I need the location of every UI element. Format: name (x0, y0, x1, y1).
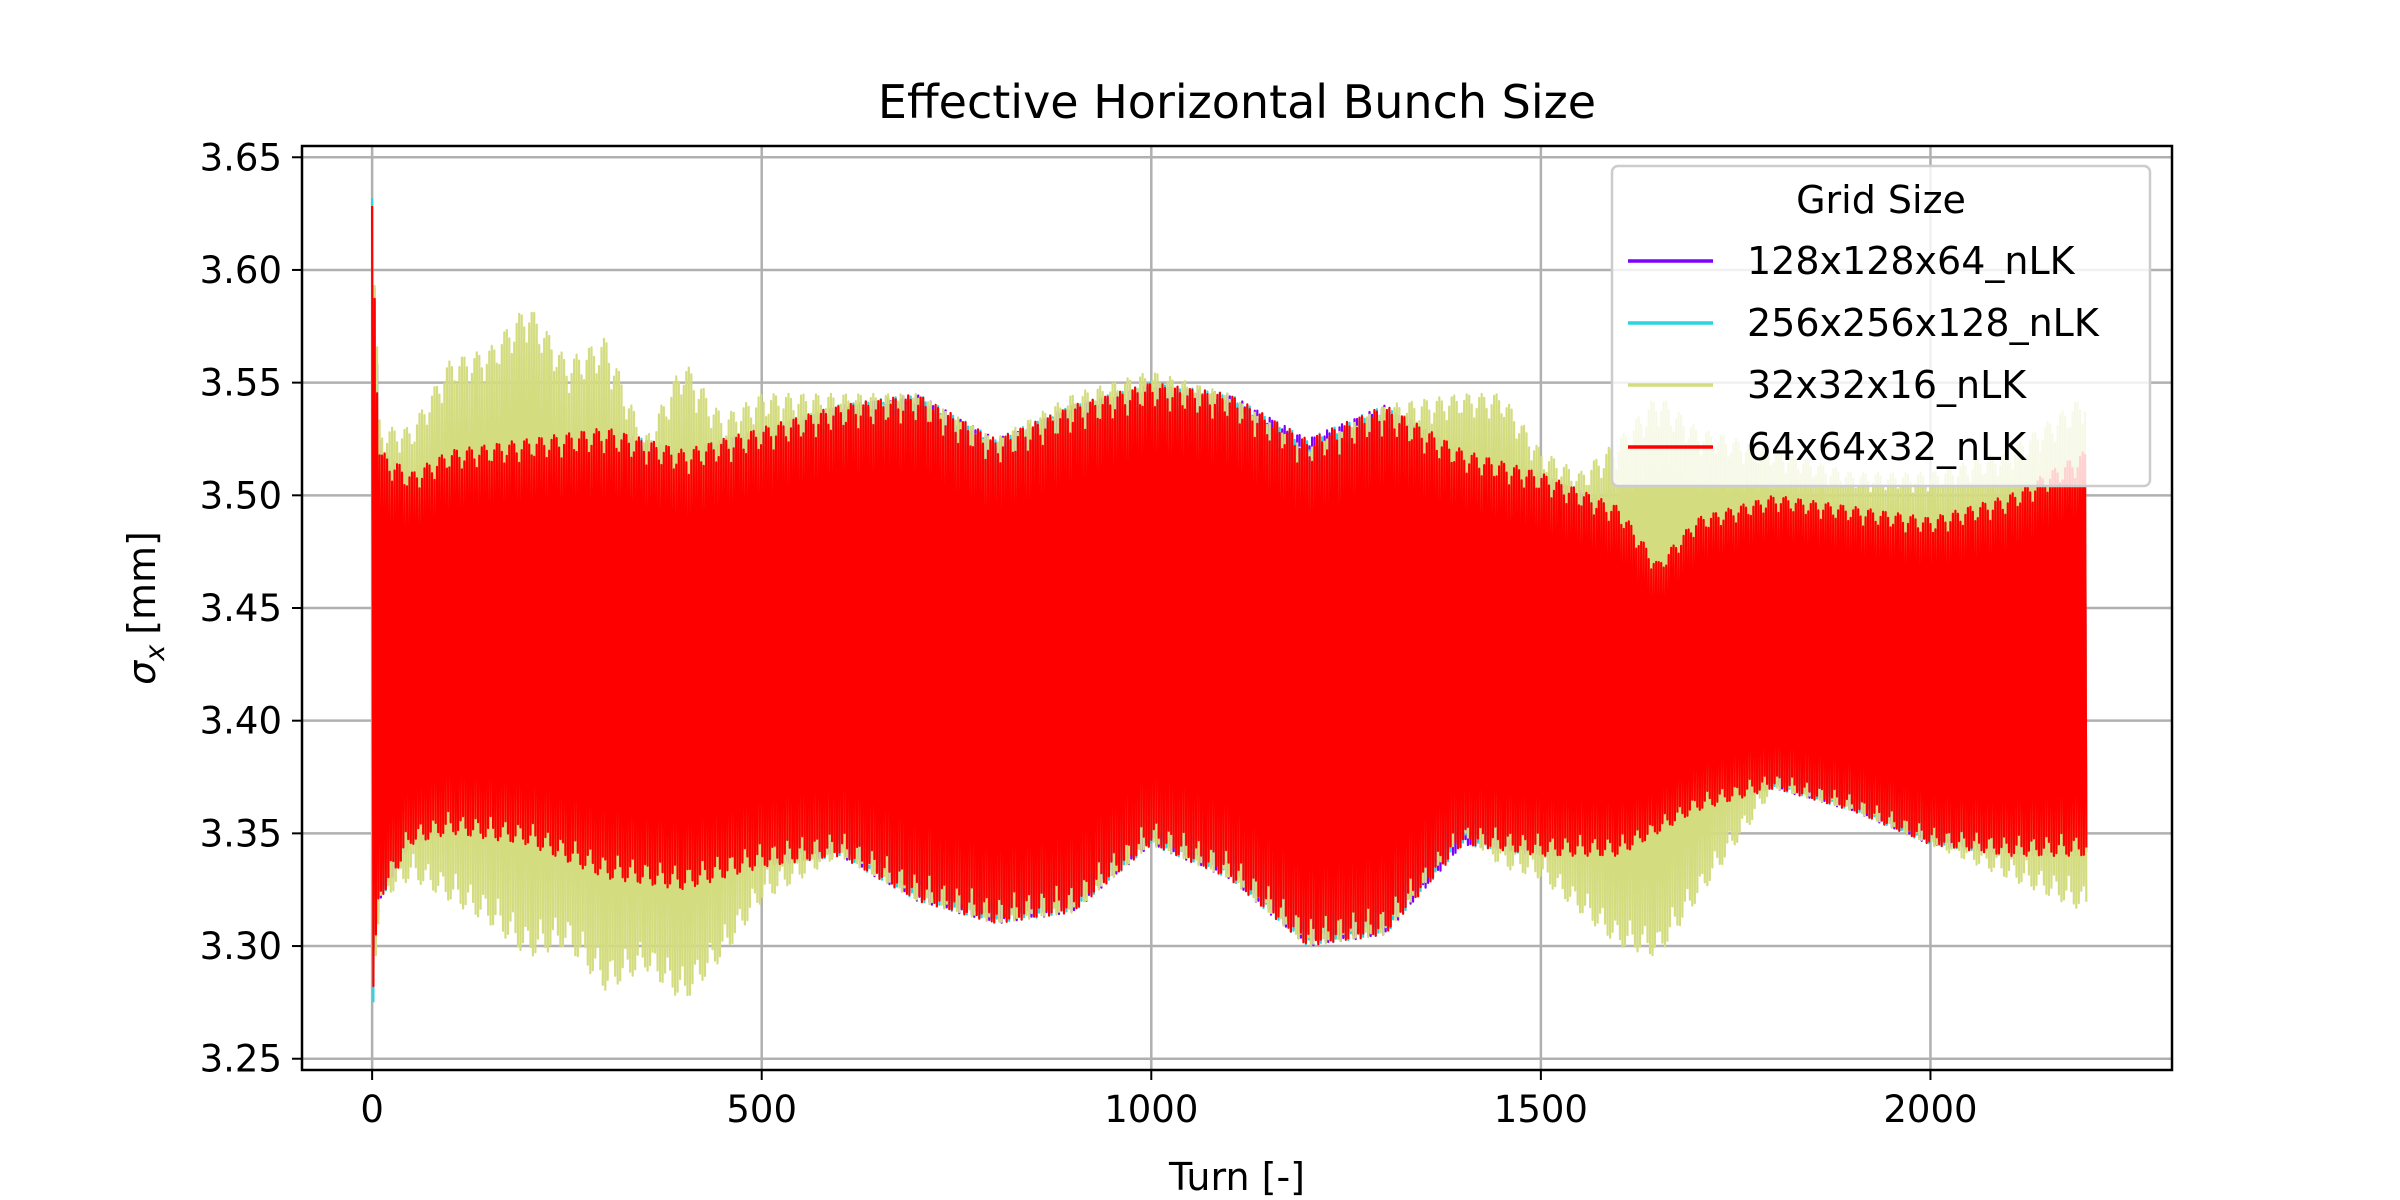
x-tick-label: 1500 (1494, 1088, 1588, 1131)
y-tick-label: 3.50 (200, 474, 282, 517)
y-tick-label: 3.35 (200, 812, 282, 855)
y-tick-label: 3.60 (200, 249, 282, 292)
y-tick-label: 3.40 (200, 700, 282, 743)
x-tick-label: 0 (360, 1088, 384, 1131)
legend-label: 128x128x64_nLK (1747, 239, 2076, 283)
legend-items: 128x128x64_nLK 256x256x128_nLK 32x32x16_nL… (1628, 239, 2100, 469)
y-tick-label: 3.45 (200, 587, 282, 630)
series-layer (371, 198, 2088, 1003)
x-tick-label: 500 (726, 1088, 797, 1131)
series-line (371, 205, 2088, 988)
series-64x64x32_nLK (371, 205, 2088, 988)
y-axis-label-unit: [mm] (120, 531, 164, 635)
x-tick-label: 1000 (1104, 1088, 1198, 1131)
legend: Grid Size 128x128x64_nLK 256x256x128_nLK 3… (1610, 164, 2152, 488)
legend-title: Grid Size (1796, 178, 1966, 222)
legend-box (1610, 164, 2152, 488)
x-axis-ticks: 0 500 1000 1500 2000 (360, 1070, 1978, 1131)
y-tick-label: 3.65 (200, 136, 282, 179)
y-tick-label: 3.55 (200, 362, 282, 405)
x-axis-label: Turn [-] (1168, 1155, 1305, 1199)
y-axis-label-subscript: x (140, 644, 171, 662)
y-axis-label: σx [mm] (120, 531, 171, 685)
y-axis-ticks: 3.25 3.30 3.35 3.40 3.45 3.50 3.55 3.60 3.65 (200, 136, 302, 1081)
y-tick-label: 3.30 (200, 925, 282, 968)
chart-title: Effective Horizontal Bunch Size (878, 75, 1596, 129)
legend-label: 256x256x128_nLK (1747, 301, 2100, 345)
legend-label: 32x32x16_nLK (1747, 363, 2027, 407)
y-tick-label: 3.25 (200, 1038, 282, 1081)
legend-label: 64x64x32_nLK (1747, 425, 2027, 469)
y-axis-label-symbol: σ (120, 659, 164, 685)
x-tick-label: 2000 (1883, 1088, 1977, 1131)
